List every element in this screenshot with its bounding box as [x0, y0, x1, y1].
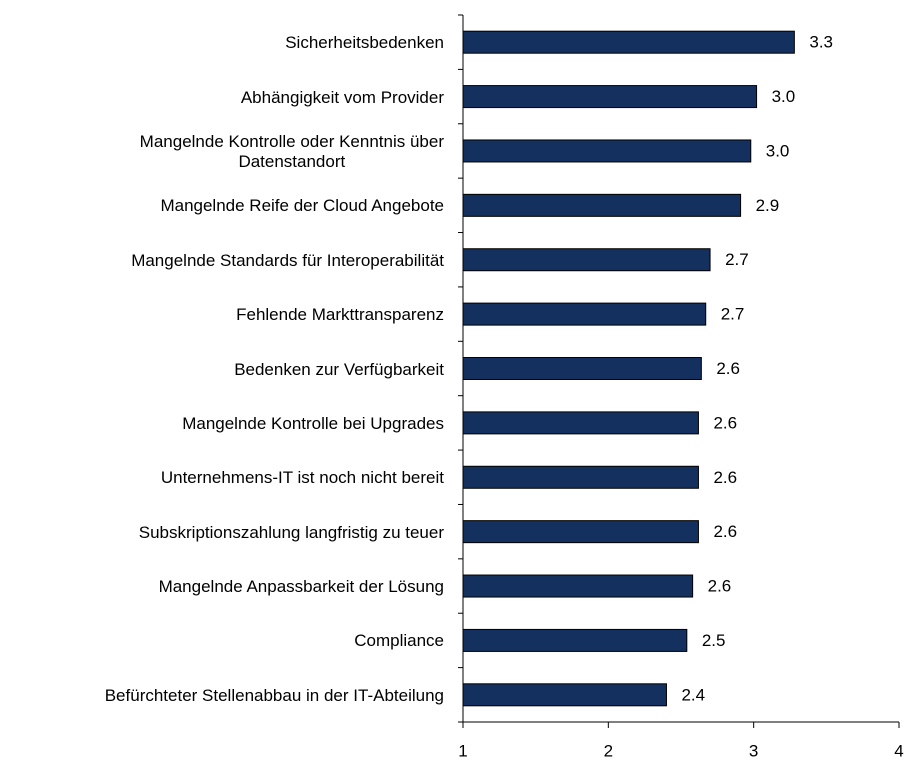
bar — [462, 628, 688, 652]
value-label: 2.6 — [713, 468, 737, 487]
category-label: Befürchteter Stellenabbau in der IT-Abte… — [104, 685, 444, 705]
value-label: 2.9 — [756, 196, 780, 215]
bar — [462, 139, 752, 163]
bar — [462, 357, 702, 380]
category-label: Mangelnde Kontrolle oder Kenntnis über D… — [139, 131, 444, 171]
value-label: 2.7 — [721, 305, 745, 324]
value-label: 3.3 — [809, 33, 833, 52]
value-label: 2.6 — [716, 359, 740, 378]
bar — [462, 302, 707, 326]
category-label: Compliance — [354, 631, 444, 651]
bar — [462, 520, 699, 544]
value-label: 2.7 — [725, 250, 749, 269]
category-label: Mangelnde Anpassbarkeit der Lösung — [158, 577, 444, 597]
category-label: Mangelnde Kontrolle bei Upgrades — [182, 413, 444, 433]
value-label: 3.0 — [766, 141, 790, 160]
value-label: 2.4 — [681, 685, 705, 704]
x-tick-label: 2 — [604, 741, 613, 760]
x-tick-label: 3 — [749, 741, 758, 760]
value-label: 3.0 — [772, 87, 796, 106]
category-label: Unternehmens-IT ist noch nicht bereit — [160, 468, 444, 488]
category-label: Abhängigkeit vom Provider — [240, 87, 444, 107]
value-label: 2.6 — [713, 413, 737, 432]
bar — [462, 85, 758, 109]
x-tick-label: 1 — [458, 741, 467, 760]
value-label: 2.6 — [713, 522, 737, 541]
category-label: Sicherheitsbedenken — [285, 33, 444, 53]
category-label: Subskriptionszahlung langfristig zu teue… — [138, 522, 444, 542]
bar — [462, 30, 795, 54]
x-tick-label: 4 — [894, 741, 903, 760]
bar — [462, 248, 711, 272]
category-label: Fehlende Markttransparenz — [236, 305, 444, 325]
bar — [462, 574, 694, 598]
bar — [462, 465, 699, 489]
bar — [462, 193, 742, 217]
bar — [462, 683, 667, 707]
category-label: Mangelnde Standards für Interoperabilitä… — [131, 250, 444, 270]
value-label: 2.6 — [708, 577, 732, 596]
value-label: 2.5 — [702, 631, 726, 650]
category-label: Mangelnde Reife der Cloud Angebote — [160, 196, 444, 216]
category-label: Bedenken zur Verfügbarkeit — [234, 359, 444, 379]
bar — [462, 411, 699, 435]
